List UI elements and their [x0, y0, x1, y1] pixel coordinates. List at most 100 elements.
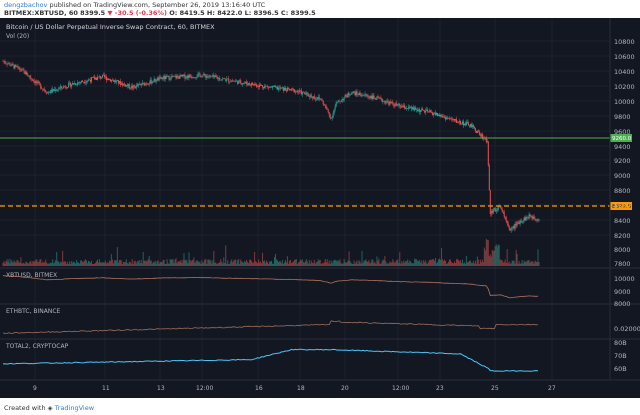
volume-bar — [388, 263, 390, 266]
volume-bar — [468, 260, 470, 266]
candle-body — [433, 113, 435, 116]
volume-bar — [15, 262, 17, 266]
candle-body — [513, 226, 515, 229]
volume-bar — [136, 261, 138, 266]
candle-body — [345, 95, 347, 97]
volume-bar — [298, 261, 300, 266]
time-axis[interactable]: 9 11 13 12:00 16 18 20 12:00 23 25 27 — [33, 385, 556, 392]
volume-bar — [222, 263, 224, 266]
volume-bar — [74, 262, 76, 266]
candle-body — [487, 141, 489, 166]
volume-bar — [127, 263, 129, 266]
candle-body — [244, 82, 246, 84]
volume-bar — [105, 263, 107, 266]
author-link[interactable]: dengzbachov — [4, 1, 48, 9]
volume-bar — [32, 260, 34, 266]
candle-body — [170, 76, 172, 80]
candle-body — [473, 126, 475, 129]
volume-bar — [471, 263, 473, 266]
candle-body — [327, 109, 329, 113]
volume-bar — [246, 259, 248, 266]
volume-bar — [495, 244, 497, 266]
candle-body — [55, 89, 57, 92]
candle-body — [14, 65, 16, 69]
volume-bar — [532, 261, 534, 266]
volume-bar — [267, 261, 269, 266]
volume-bar — [461, 259, 463, 266]
volume-bar — [73, 261, 75, 266]
volume-bar — [128, 261, 130, 266]
candle-body — [11, 63, 13, 66]
chart-area[interactable]: Bitcoin / US Dollar Perpetual Inverse Sw… — [0, 18, 640, 398]
chart-svg[interactable]: Bitcoin / US Dollar Perpetual Inverse Sw… — [0, 18, 640, 398]
candle-body — [375, 99, 377, 100]
volume-bar — [367, 261, 369, 266]
candle-body — [202, 75, 204, 77]
volume-bar — [465, 255, 467, 266]
volume-bar — [197, 260, 199, 266]
volume-bar — [63, 261, 65, 266]
volume-bar — [114, 260, 116, 266]
candle-body — [47, 92, 49, 94]
volume-bar — [213, 250, 215, 266]
volume-bar — [17, 260, 19, 266]
candle-body — [37, 81, 39, 84]
volume-bar — [376, 256, 378, 266]
footer: Created with ◈ TradingView — [0, 398, 640, 415]
candle-body — [108, 79, 110, 80]
candle-body — [442, 116, 444, 118]
candle-body — [443, 116, 445, 118]
volume-bar — [148, 255, 150, 266]
candle-body — [417, 109, 419, 111]
candle-body — [18, 66, 20, 69]
candle-body — [519, 220, 521, 224]
volume-bar — [199, 261, 201, 266]
volume-bar — [503, 261, 505, 266]
candle-body — [213, 75, 215, 78]
publish-info: dengzbachov published on TradingView.com… — [4, 1, 265, 9]
volume-bar — [423, 260, 425, 266]
candle-body — [315, 98, 317, 100]
volume-bar — [536, 262, 538, 266]
volume-bar — [269, 261, 271, 266]
candle-body — [447, 117, 449, 119]
candle-body — [32, 79, 34, 81]
volume-bar — [535, 261, 537, 266]
candle-body — [127, 83, 129, 87]
volume-bar — [440, 259, 442, 266]
candle-body — [269, 86, 271, 88]
candle-body — [401, 106, 403, 108]
volume-bar — [94, 262, 96, 266]
candle-body — [248, 83, 250, 85]
candle-body — [156, 78, 158, 82]
volume-bar — [521, 259, 523, 266]
volume-bar — [506, 249, 508, 266]
volume-bar — [339, 259, 341, 266]
volume-bar — [261, 263, 263, 266]
candle-body — [135, 85, 137, 88]
volume-bar — [117, 262, 119, 266]
volume-bar — [29, 261, 31, 266]
candle-body — [445, 117, 447, 120]
volume-bar — [449, 259, 451, 266]
volume-bar — [58, 261, 60, 266]
volume-bar — [3, 261, 5, 266]
candle-body — [276, 86, 278, 90]
time-tick: 23 — [436, 385, 444, 392]
candle-body — [501, 209, 503, 213]
candle-body — [286, 87, 288, 92]
candle-body — [530, 216, 532, 217]
candle-body — [277, 87, 279, 90]
price-axis[interactable]: 10800 10600 10400 10200 10000 9800 9600 … — [614, 38, 635, 268]
candle-body — [496, 209, 498, 211]
candle-body — [122, 83, 124, 86]
time-tick: 12:00 — [392, 385, 409, 392]
candle-body — [167, 75, 169, 77]
candle-body — [449, 118, 451, 120]
candle-body — [121, 83, 123, 86]
candle-body — [346, 96, 348, 98]
candle-body — [462, 121, 464, 126]
candle-body — [343, 97, 345, 101]
tradingview-link[interactable]: TradingView — [54, 404, 95, 412]
volume-bar — [522, 263, 524, 266]
